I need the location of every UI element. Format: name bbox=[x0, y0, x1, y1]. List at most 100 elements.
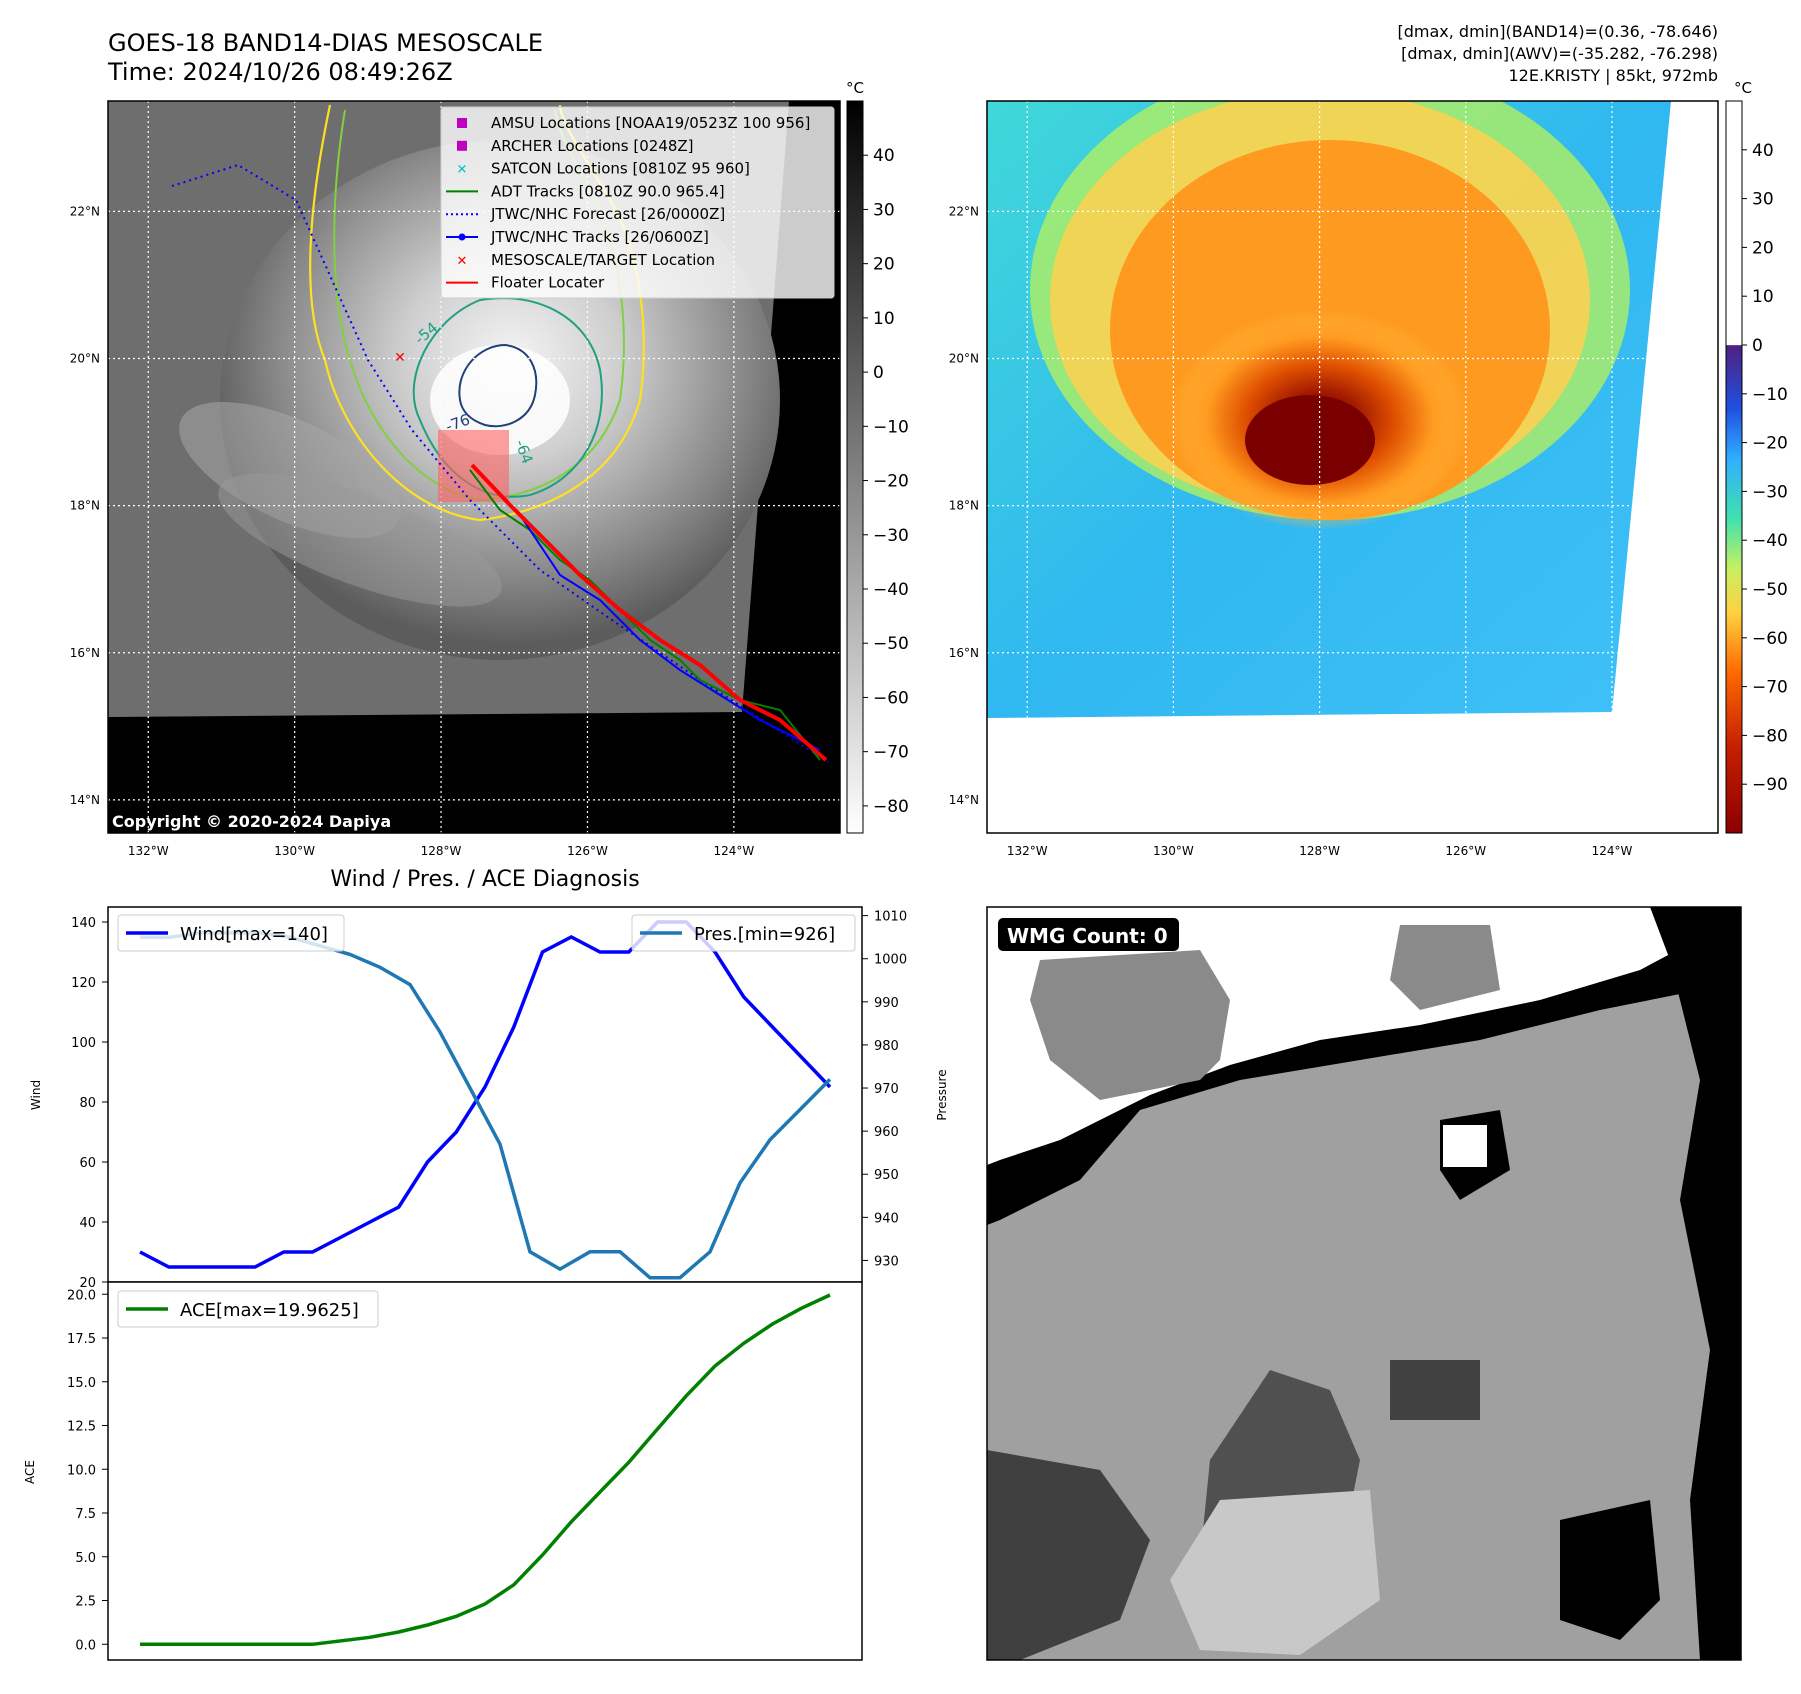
band14-colorbar: °C 40 30 20 10 0 −10 −20 −30 −40 −50 −60 −70 −80 bbox=[846, 79, 909, 834]
longitude-label: 126°W bbox=[567, 844, 608, 858]
colorbar-tick-label: −60 bbox=[873, 688, 909, 708]
cloud-band bbox=[218, 473, 502, 607]
pressure-ytick-label: 940 bbox=[874, 1211, 899, 1226]
longitude-label: 130°W bbox=[274, 844, 315, 858]
wmg-light-patch bbox=[1170, 1490, 1380, 1655]
ace-ytick-label: 5.0 bbox=[75, 1551, 96, 1566]
colorbar-tick-label: 30 bbox=[873, 200, 895, 220]
header-band14-range: [dmax, dmin](BAND14)=(0.36, -78.646) bbox=[1398, 22, 1719, 41]
legend-label: Floater Locater bbox=[491, 274, 605, 292]
colorbar-tick-label: −50 bbox=[873, 634, 909, 654]
legend-label: Wind[max=140] bbox=[180, 924, 328, 945]
wmg-black-patch bbox=[1560, 1500, 1660, 1640]
latitude-label: 20°N bbox=[949, 351, 979, 365]
colorbar-ticks: 40 30 20 10 0 −10 −20 −30 −40 −50 −60 −70 −80 bbox=[863, 146, 909, 817]
latitude-label: 16°N bbox=[70, 646, 100, 660]
legend-label: JTWC/NHC Tracks [26/0600Z] bbox=[490, 228, 709, 246]
colorbar-tick-label: −40 bbox=[873, 580, 909, 600]
colorbar-tick-label: −60 bbox=[1752, 629, 1788, 649]
left-map-frame bbox=[107, 100, 841, 834]
wmg-white-patch bbox=[1443, 1125, 1487, 1167]
colorbar-tick-label: −70 bbox=[873, 743, 909, 763]
map-gridlines bbox=[987, 101, 1718, 833]
legend-marker bbox=[458, 233, 466, 241]
wind-ytick-label: 100 bbox=[71, 1036, 96, 1051]
ace-ylabel: ACE bbox=[23, 1460, 37, 1484]
legend-label: ADT Tracks [0810Z 90.0 965.4] bbox=[491, 182, 725, 200]
colorbar-tick-label: 0 bbox=[1752, 336, 1763, 356]
pressure-legend: Pres.[min=926] bbox=[631, 914, 856, 952]
colorbar-tick-label: −10 bbox=[873, 417, 909, 437]
colorbar-tick-label: −20 bbox=[1752, 434, 1788, 454]
wind-ytick-label: 80 bbox=[79, 1096, 96, 1111]
pressure-ytick-label: 1000 bbox=[874, 953, 907, 968]
wmg-gray-patch bbox=[1030, 950, 1230, 1100]
legend-marker: ✕ bbox=[457, 254, 468, 269]
figure-title: GOES-18 BAND14-DIAS MESOSCALE bbox=[108, 29, 543, 57]
pressure-ytick-label: 960 bbox=[874, 1125, 899, 1140]
longitude-label: 128°W bbox=[1299, 844, 1340, 858]
ace-ytick-label: 7.5 bbox=[75, 1507, 96, 1522]
wmg-dark-patch bbox=[987, 1450, 1150, 1660]
wind-ytick-label: 40 bbox=[79, 1216, 96, 1231]
ace-ytick-label: 10.0 bbox=[67, 1463, 96, 1478]
ace-ytick-label: 12.5 bbox=[67, 1420, 96, 1435]
legend-label: ARCHER Locations [0248Z] bbox=[491, 137, 694, 155]
colorbar-tick-label: −50 bbox=[1752, 580, 1788, 600]
wmg-gray-patch bbox=[1390, 925, 1500, 1010]
longitude-label: 132°W bbox=[128, 844, 169, 858]
longitude-label: 124°W bbox=[713, 844, 754, 858]
colorbar-tick-label: 20 bbox=[1752, 238, 1774, 258]
awv-cold-core bbox=[1245, 395, 1375, 485]
longitude-label: 132°W bbox=[1007, 844, 1048, 858]
legend-box bbox=[117, 1290, 379, 1328]
legend-box bbox=[440, 106, 835, 299]
colorbar-tick-label: 30 bbox=[1752, 190, 1774, 210]
left-map-axis-labels: 132°W 130°W 128°W 126°W 124°W 22°N 20°N 18°N 16°… bbox=[70, 204, 755, 858]
contour-navy bbox=[458, 343, 538, 428]
wind-axes: 20 40 60 80 100 120 140 930 940 950 960 970 980 990 10… bbox=[71, 910, 907, 1291]
wind-ylabel: Wind bbox=[29, 1080, 43, 1110]
colorbar-tick-label: −30 bbox=[1752, 482, 1788, 502]
ace-legend: ACE[max=19.9625] bbox=[117, 1290, 379, 1328]
wmg-count-box bbox=[998, 918, 1179, 951]
latitude-label: 22°N bbox=[949, 204, 979, 218]
legend-label: MESOSCALE/TARGET Location bbox=[491, 251, 715, 269]
longitude-label: 128°W bbox=[421, 844, 462, 858]
map-legend: AMSU Locations [NOAA19/0523Z 100 956] ARC… bbox=[440, 106, 835, 299]
ace-series-line bbox=[140, 1293, 831, 1647]
wind-ytick-label: 120 bbox=[71, 976, 96, 991]
figure-time: Time: 2024/10/26 08:49:26Z bbox=[107, 58, 453, 86]
colorbar-tick-label: 0 bbox=[873, 363, 884, 383]
colorbar-ticks: 40 30 20 10 0 −10 −20 −30 −40 −50 −60 −70 −80 −90 bbox=[1742, 141, 1788, 795]
diagnosis-title: Wind / Pres. / ACE Diagnosis bbox=[330, 867, 639, 892]
colorbar-tick-label: 10 bbox=[1752, 287, 1774, 307]
ace-ytick-label: 15.0 bbox=[67, 1376, 96, 1391]
ace-ytick-label: 2.5 bbox=[75, 1595, 96, 1610]
colorbar-gradient bbox=[846, 100, 864, 834]
latitude-label: 18°N bbox=[70, 499, 100, 513]
colorbar-unit: °C bbox=[846, 79, 864, 97]
pressure-ytick-label: 950 bbox=[874, 1168, 899, 1183]
pressure-ytick-label: 970 bbox=[874, 1082, 899, 1097]
legend-label: JTWC/NHC Forecast [26/0000Z] bbox=[490, 205, 725, 223]
jtwc-track bbox=[477, 469, 821, 751]
wmg-black-edge bbox=[1650, 907, 1741, 1660]
colorbar-tick-label: −80 bbox=[873, 797, 909, 817]
pressure-ytick-label: 930 bbox=[874, 1254, 899, 1269]
wmg-count-label: WMG Count: 0 bbox=[1007, 924, 1168, 948]
latitude-label: 18°N bbox=[949, 499, 979, 513]
ace-chart: 0.0 2.5 5.0 7.5 10.0 12.5 15.0 17.5 20.0 ACE ACE… bbox=[23, 1281, 863, 1661]
awv-map bbox=[987, 101, 1718, 833]
colorbar-gradient bbox=[1725, 100, 1743, 834]
colorbar-tick-label: 40 bbox=[1752, 141, 1774, 161]
wind-ytick-label: 20 bbox=[79, 1276, 96, 1291]
latitude-label: 20°N bbox=[70, 351, 100, 365]
wind-ytick-label: 140 bbox=[71, 916, 96, 931]
latitude-label: 14°N bbox=[70, 793, 100, 807]
pressure-ytick-label: 1010 bbox=[874, 910, 907, 925]
legend-marker bbox=[457, 118, 467, 128]
wind-plot-area bbox=[107, 906, 863, 1283]
header-storm-info: 12E.KRISTY | 85kt, 972mb bbox=[1509, 66, 1719, 85]
